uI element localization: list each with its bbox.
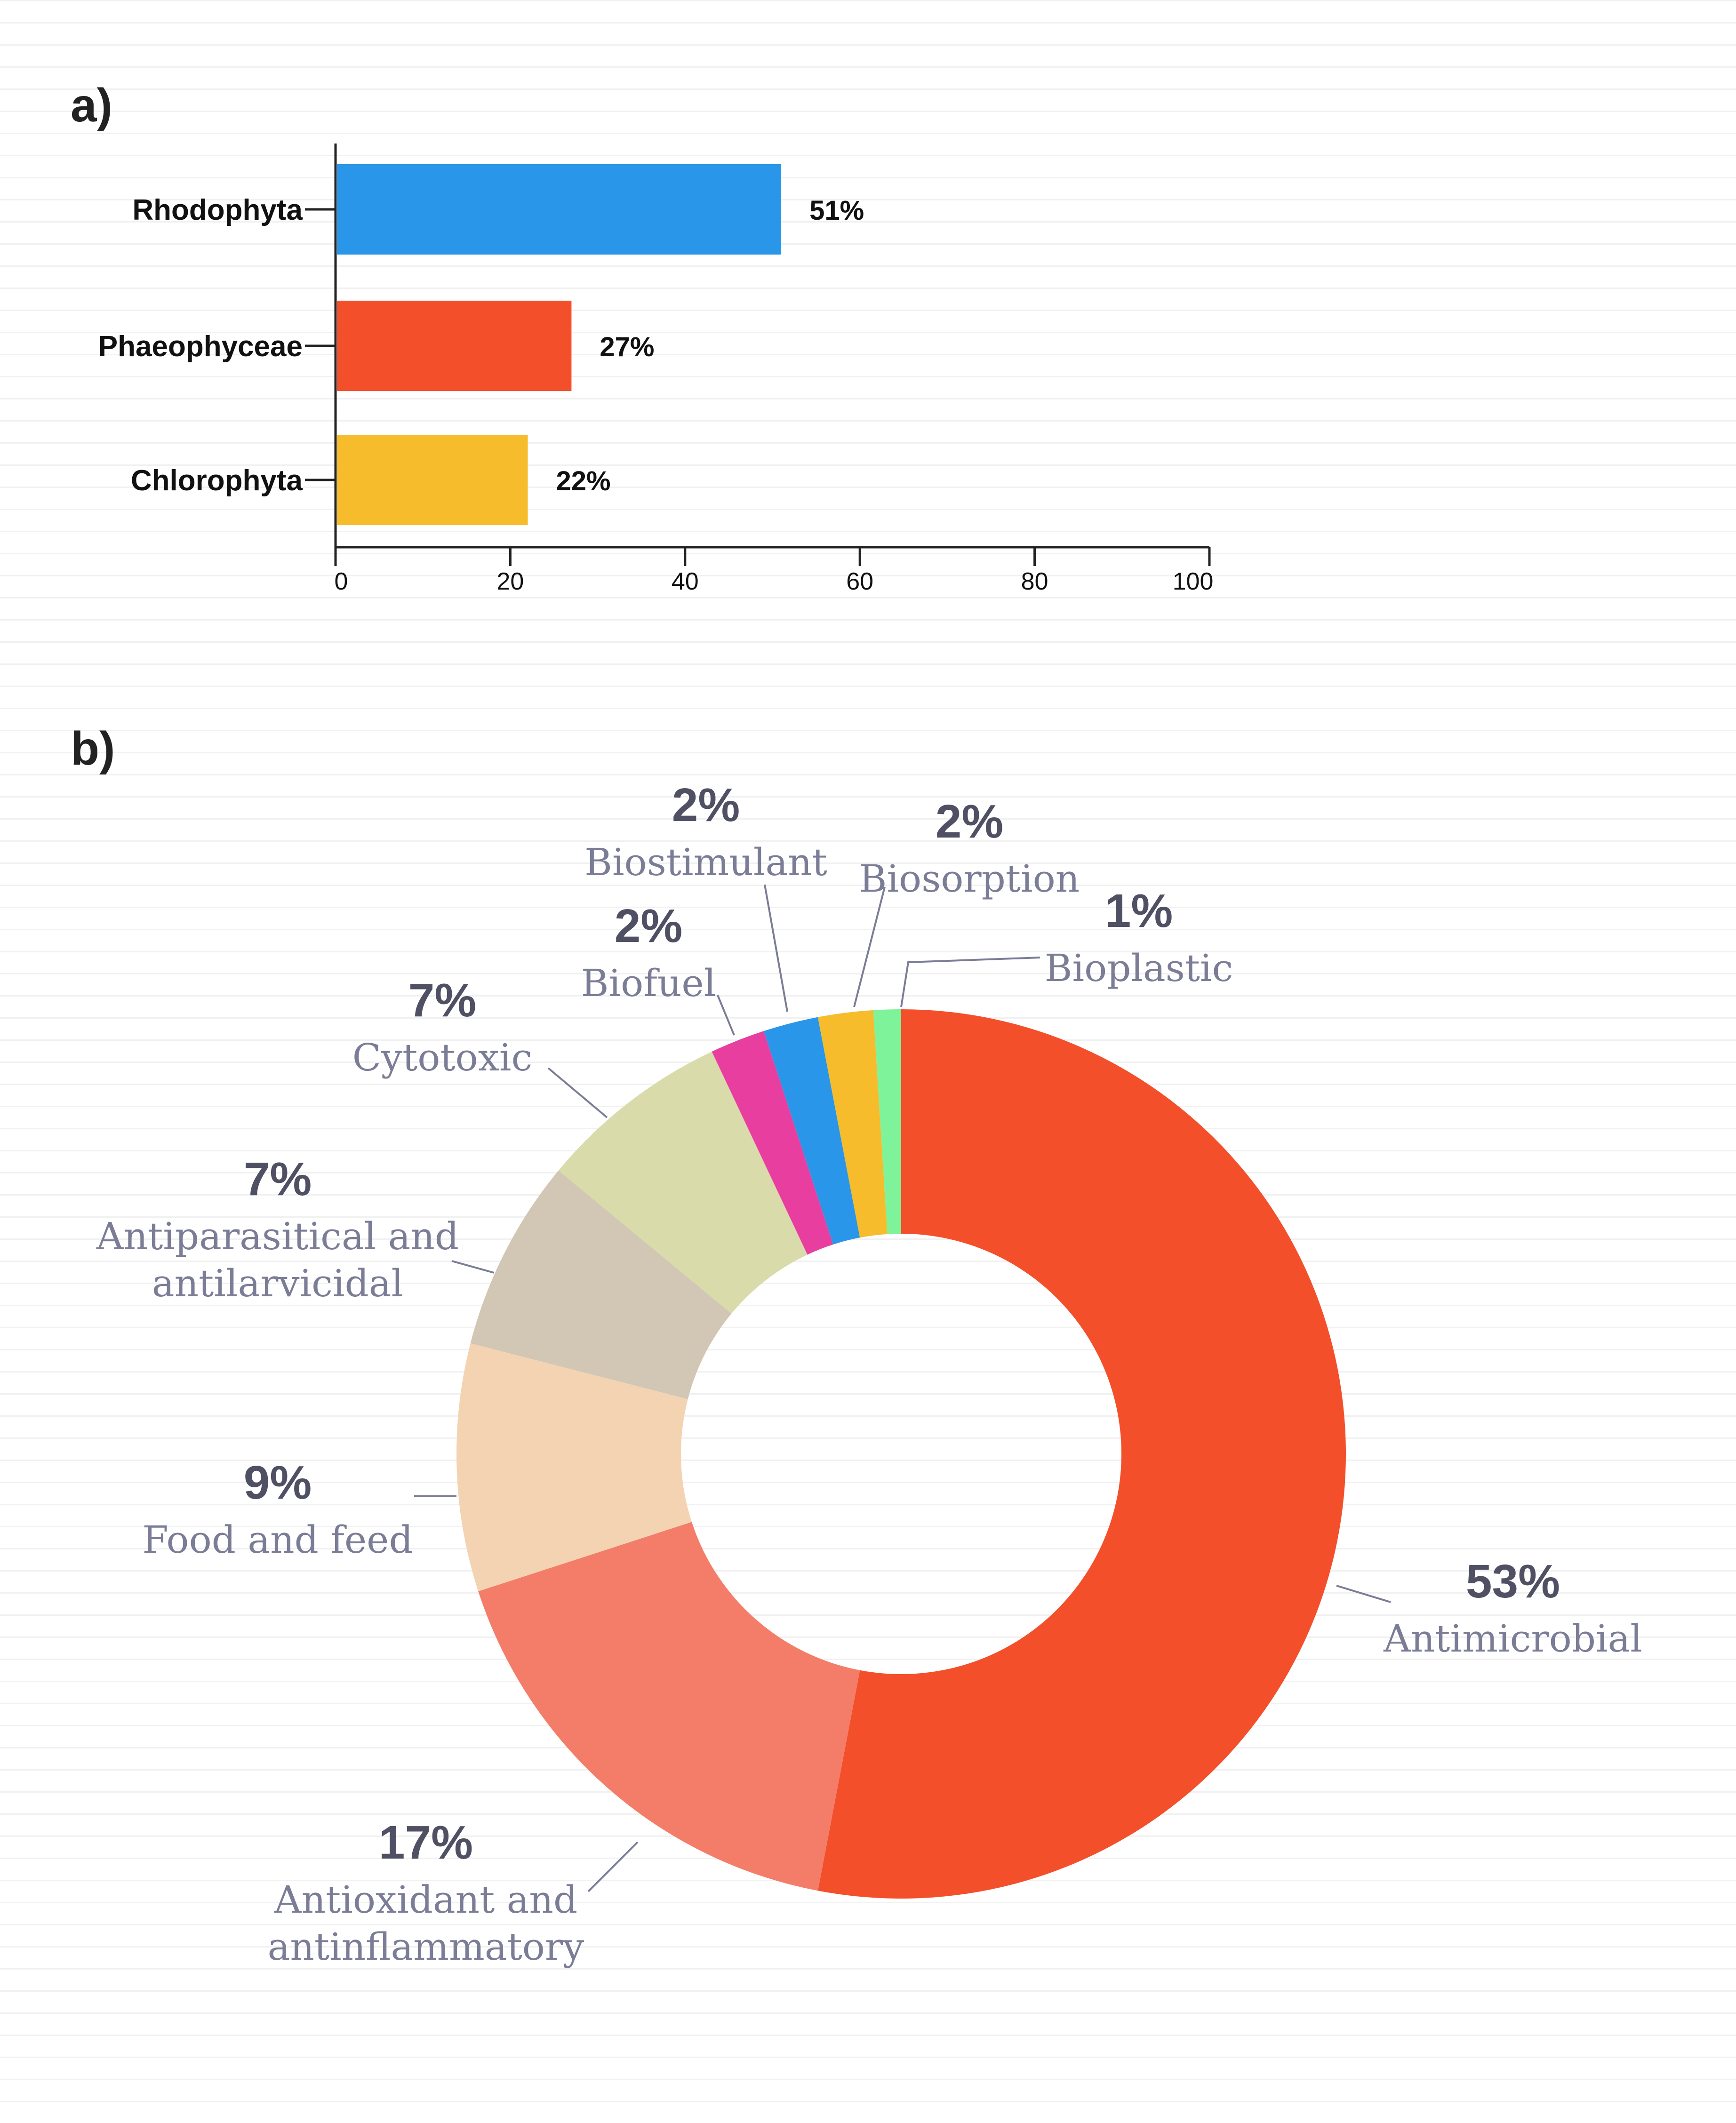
x-tick-label-60: 60: [846, 568, 873, 595]
slice-biostimulant: [763, 1017, 860, 1245]
slice-label-antioxidant-and-antinflammatory-line-2: antinflammatory: [268, 1925, 584, 1969]
x-tick-label-100: 100: [1173, 568, 1214, 595]
value-label-chlorophyta: 22%: [556, 466, 611, 496]
leader-line-antiparasitical-and-antilarvicidal: [451, 1260, 495, 1274]
slice-label-biofuel: Biofuel: [581, 961, 716, 1005]
pct-label-antiparasitical-and-antilarvicidal: 7%: [244, 1153, 312, 1205]
leader-line-antimicrobial: [1336, 1585, 1391, 1603]
pct-label-cytotoxic: 7%: [408, 974, 477, 1027]
x-tick-label-80: 80: [1021, 568, 1048, 595]
leader-line-cytotoxic: [547, 1067, 608, 1118]
value-label-phaeophyceae: 27%: [600, 332, 654, 362]
category-label-rhodophyta: Rhodophyta: [132, 194, 303, 226]
slice-antiparasitical-and-antilarvicidal: [470, 1170, 732, 1399]
x-tick-label-40: 40: [672, 568, 699, 595]
bar-chart: Rhodophyta 51% Phaeophyceae 27% Chlorophyta 2…: [98, 144, 1214, 595]
category-label-chlorophyta: Chlorophyta: [131, 464, 303, 497]
slice-label-bioplastic: Bioplastic: [1045, 946, 1233, 990]
pct-label-biostimulant: 2%: [672, 779, 740, 831]
leader-line-biostimulant: [764, 884, 788, 1012]
pct-label-antioxidant-and-antinflammatory: 17%: [379, 1816, 473, 1869]
leader-line-biosorption: [853, 886, 886, 1007]
bar-chlorophyta: [337, 435, 528, 525]
pct-label-biosorption: 2%: [936, 795, 1004, 848]
slice-label-antiparasitical-and-antilarvicidal-line-1: Antiparasitical and: [96, 1214, 459, 1258]
slice-bioplastic: [873, 1009, 901, 1234]
slice-biofuel: [712, 1031, 833, 1255]
slice-label-biostimulant: Biostimulant: [584, 840, 827, 884]
slice-antioxidant-and-antinflammatory: [478, 1522, 860, 1891]
category-label-phaeophyceae: Phaeophyceae: [98, 330, 303, 363]
slice-label-antioxidant-and-antinflammatory-line-1: Antioxidant and: [274, 1878, 577, 1922]
leader-line-biofuel: [717, 995, 735, 1036]
leader-line-antioxidant-and-antinflammatory: [587, 1841, 639, 1892]
bar-phaeophyceae: [337, 301, 572, 391]
slice-biosorption: [817, 1010, 888, 1238]
slice-label-food-and-feed: Food and feed: [142, 1518, 413, 1562]
bar-rhodophyta: [337, 164, 782, 255]
slice-food-and-feed: [456, 1343, 692, 1592]
slice-label-antimicrobial: Antimicrobial: [1383, 1617, 1642, 1660]
value-label-rhodophyta: 51%: [809, 195, 864, 226]
pct-label-biofuel: 2%: [615, 900, 683, 952]
x-tick-label-20: 20: [496, 568, 524, 595]
slice-label-antiparasitical-and-antilarvicidal-line-2: antilarvicidal: [152, 1261, 403, 1305]
slice-label-biosorption: Biosorption: [859, 857, 1080, 901]
panel-label-b: b): [71, 722, 115, 775]
donut-chart: 53% Antimicrobial 17% Antioxidant andantinf…: [96, 779, 1642, 1969]
leader-line-bioplastic: [900, 957, 1040, 1007]
pct-label-bioplastic: 1%: [1105, 885, 1173, 937]
slice-antimicrobial: [817, 1009, 1346, 1899]
slice-label-cytotoxic: Cytotoxic: [352, 1036, 533, 1079]
pct-label-food-and-feed: 9%: [244, 1456, 312, 1509]
panel-label-a: a): [71, 79, 112, 132]
x-tick-label-0: 0: [335, 568, 348, 595]
slice-cytotoxic: [558, 1051, 808, 1314]
pct-label-antimicrobial: 53%: [1466, 1555, 1560, 1608]
